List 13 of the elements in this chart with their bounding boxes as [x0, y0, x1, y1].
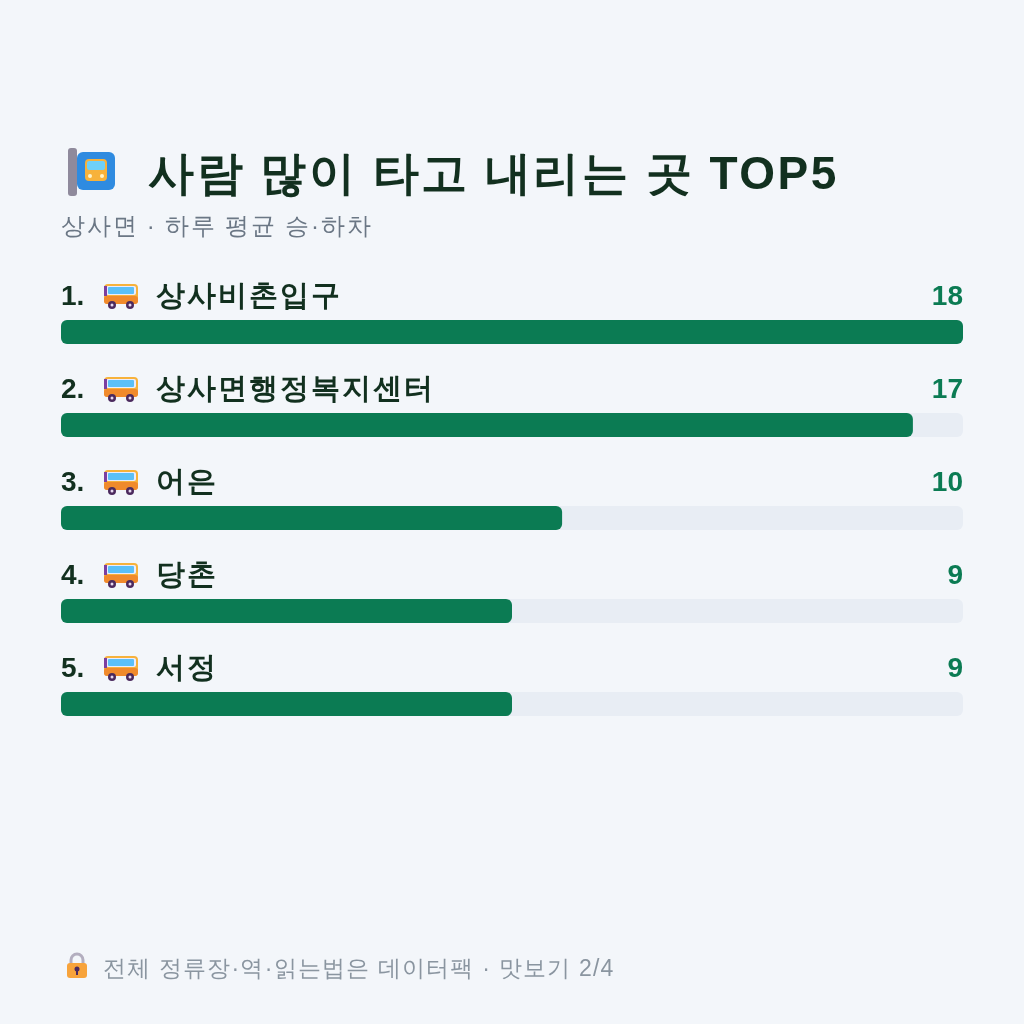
- chart-subtitle: 상사면 · 하루 평균 승·하차: [61, 212, 373, 239]
- data-label: 10: [931, 466, 963, 497]
- data-label: 17: [931, 373, 963, 404]
- category-label: 4. 당촌: [61, 558, 218, 590]
- category-label: 1. 상사비촌입구: [61, 279, 342, 311]
- category-label: 2. 상사면행정복지센터: [61, 372, 435, 404]
- data-label: 9: [947, 559, 963, 590]
- data-label: 18: [931, 280, 963, 311]
- text: 전체 정류장·역·읽는법은 데이터팩 · 맛보기 2/4: [103, 955, 615, 981]
- category-label: 5. 서정: [61, 651, 218, 683]
- category-label: 3. 어은: [61, 465, 218, 497]
- chart-title: 사람 많이 타고 내리는 곳 TOP5: [148, 147, 839, 199]
- data-label: 9: [947, 652, 963, 683]
